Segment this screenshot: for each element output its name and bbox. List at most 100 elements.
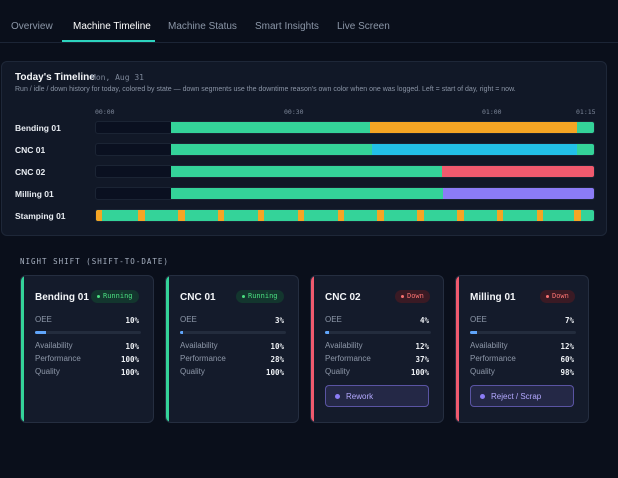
machine-card-cnc-02[interactable]: CNC 02 Down OEE 4% Availability 12% Performanc… — [310, 275, 444, 423]
down-segment — [337, 210, 344, 221]
down-segment — [138, 210, 145, 221]
down-segment — [369, 122, 577, 133]
status-text: Running — [248, 292, 278, 300]
timeline-track-cnc-02[interactable] — [95, 165, 595, 178]
run-segment — [576, 122, 594, 133]
quality-label: Quality — [470, 367, 495, 376]
performance-value: 100% — [120, 355, 139, 364]
status-text: Down — [407, 292, 424, 300]
todays-timeline-card: Today's Timeline Mon, Aug 31 Run / idle … — [1, 61, 607, 236]
down-segment — [372, 144, 577, 155]
run-segment — [170, 144, 373, 155]
timeline-title: Today's Timeline — [15, 72, 95, 83]
availability-label: Availability — [180, 341, 218, 350]
availability-value: 12% — [560, 342, 574, 351]
timeline-track-bending-01[interactable] — [95, 121, 595, 134]
timeline-date: Mon, Aug 31 — [91, 73, 144, 82]
run-segment — [170, 122, 370, 133]
oee-value: 3% — [274, 316, 284, 325]
row-label-milling-01: Milling 01 — [15, 189, 54, 199]
row-label-cnc-01: CNC 01 — [15, 145, 46, 155]
oee-progress-fill — [325, 331, 330, 334]
downtime-reason-button[interactable]: Rework — [325, 385, 429, 407]
quality-value: 100% — [410, 368, 429, 377]
oee-label: OEE — [470, 315, 487, 324]
down-segment — [96, 210, 103, 221]
quality-value: 100% — [265, 368, 284, 377]
card-accent — [311, 276, 314, 422]
performance-label: Performance — [35, 354, 81, 363]
oee-progress-fill — [35, 331, 46, 334]
performance-value: 60% — [560, 355, 574, 364]
row-label-cnc-02: CNC 02 — [15, 167, 46, 177]
down-segment — [297, 210, 305, 221]
down-segment — [536, 210, 544, 221]
performance-label: Performance — [325, 354, 371, 363]
reason-color-dot — [480, 394, 485, 399]
tab-machine-status[interactable]: Machine Status — [168, 21, 237, 32]
availability-label: Availability — [470, 341, 508, 350]
oee-progress-fill — [180, 331, 184, 334]
quality-value: 98% — [560, 368, 574, 377]
active-tab-indicator — [62, 40, 155, 42]
run-segment — [170, 188, 444, 199]
downtime-reason-label: Reject / Scrap — [491, 392, 542, 401]
shift-section-title: NIGHT SHIFT (SHIFT-TO-DATE) — [20, 257, 169, 266]
quality-label: Quality — [35, 367, 60, 376]
machine-name: Bending 01 — [35, 292, 89, 303]
performance-value: 28% — [270, 355, 284, 364]
tab-smart-insights[interactable]: Smart Insights — [255, 21, 319, 32]
status-badge: Down — [395, 290, 430, 303]
run-segment — [576, 144, 594, 155]
down-segment — [457, 210, 464, 221]
oee-label: OEE — [325, 315, 342, 324]
downtime-reason-button[interactable]: Reject / Scrap — [470, 385, 574, 407]
quality-value: 100% — [120, 368, 139, 377]
time-tick: 01:15 — [576, 108, 596, 116]
quality-label: Quality — [325, 367, 350, 376]
machine-card-bending-01[interactable]: Bending 01 Running OEE 10% Availability 10% Pe… — [20, 275, 154, 423]
status-badge: Running — [91, 290, 139, 303]
time-tick: 00:30 — [284, 108, 304, 116]
status-dot — [242, 294, 245, 298]
status-dot — [97, 294, 100, 298]
performance-value: 37% — [415, 355, 429, 364]
down-segment — [218, 210, 225, 221]
tab-machine-timeline[interactable]: Machine Timeline — [73, 21, 151, 32]
tab-bar: Overview Machine Timeline Machine Status… — [0, 0, 618, 43]
machine-name: Milling 01 — [470, 292, 516, 303]
oee-progress-bar — [180, 331, 286, 334]
status-badge: Running — [236, 290, 284, 303]
oee-value: 10% — [125, 316, 139, 325]
tab-overview[interactable]: Overview — [11, 21, 53, 32]
down-segment — [178, 210, 185, 221]
reason-color-dot — [335, 394, 340, 399]
oee-value: 4% — [419, 316, 429, 325]
timeline-description: Run / idle / down history for today, col… — [15, 86, 516, 93]
card-accent — [21, 276, 24, 422]
time-tick: 00:00 — [95, 108, 115, 116]
timeline-track-milling-01[interactable] — [95, 187, 595, 200]
card-accent — [456, 276, 459, 422]
availability-label: Availability — [325, 341, 363, 350]
status-dot — [401, 294, 404, 298]
machine-card-milling-01[interactable]: Milling 01 Down OEE 7% Availability 12% Perfor… — [455, 275, 589, 423]
performance-label: Performance — [180, 354, 226, 363]
row-label-stamping-01: Stamping 01 — [15, 211, 66, 221]
oee-label: OEE — [180, 315, 197, 324]
timeline-track-cnc-01[interactable] — [95, 143, 595, 156]
machine-name: CNC 02 — [325, 292, 361, 303]
time-tick: 01:00 — [482, 108, 502, 116]
run-segment — [96, 210, 594, 221]
machine-card-cnc-01[interactable]: CNC 01 Running OEE 3% Availability 10% Perform… — [165, 275, 299, 423]
oee-progress-bar — [470, 331, 576, 334]
status-badge: Down — [540, 290, 575, 303]
row-label-bending-01: Bending 01 — [15, 123, 61, 133]
tab-live-screen[interactable]: Live Screen — [337, 21, 390, 32]
card-accent — [166, 276, 169, 422]
oee-progress-bar — [325, 331, 431, 334]
machine-name: CNC 01 — [180, 292, 216, 303]
down-segment — [442, 166, 594, 177]
down-segment — [496, 210, 504, 221]
timeline-track-stamping-01[interactable] — [95, 209, 595, 222]
